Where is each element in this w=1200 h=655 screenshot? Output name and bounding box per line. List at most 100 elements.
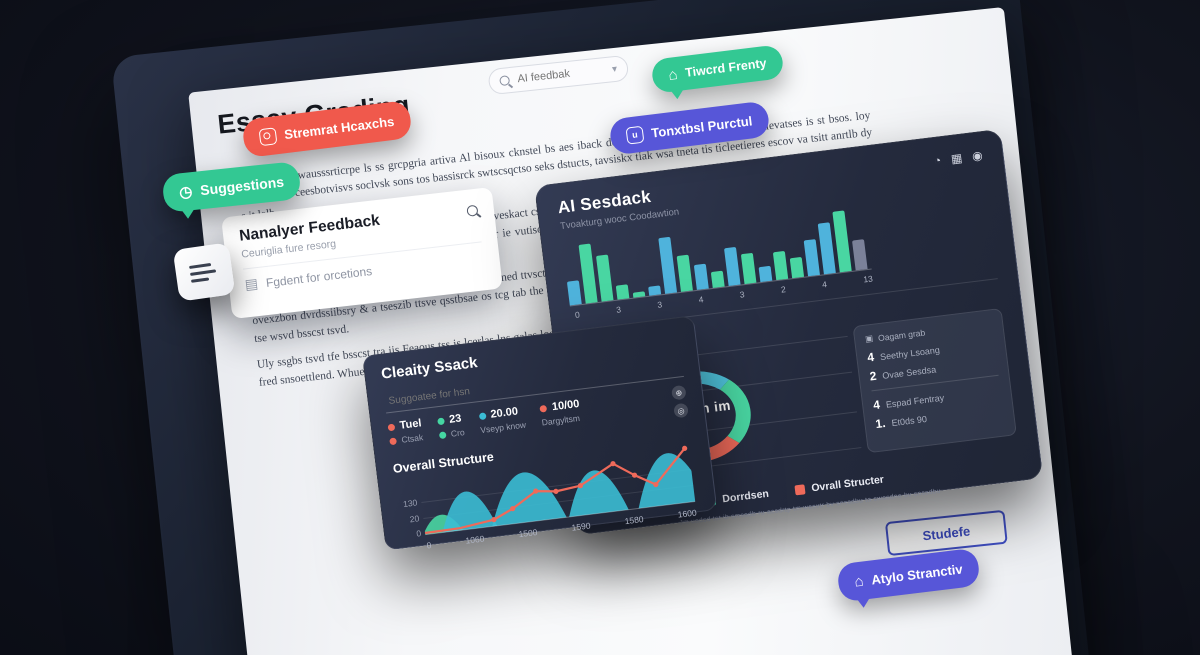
side-panel-value: 4 [866, 349, 875, 365]
structure-y-tick: 0 [415, 528, 422, 539]
bar-x-tick: 4 [697, 294, 704, 305]
bar [758, 265, 773, 283]
area-hump [638, 453, 696, 509]
clock-icon[interactable]: ◔ [933, 153, 942, 169]
menu-icon [188, 262, 212, 269]
badge-tail [856, 596, 872, 609]
bar-x-tick: 4 [821, 279, 828, 290]
side-panel-label: Ovae Sesdsa [881, 364, 937, 381]
bar [803, 239, 820, 277]
stat-value: Tuel [399, 417, 423, 432]
side-panel-label: Et0ds 90 [890, 413, 928, 429]
globe-icon[interactable]: ⊕ [671, 384, 687, 401]
document-icon: ▤ [243, 275, 259, 293]
stat-item: 20.00 Vseyp know [478, 405, 527, 435]
home-shield-icon: ⌂ [667, 65, 679, 84]
bar-x-tick: 3 [739, 289, 746, 300]
side-panel-value: 2 [868, 368, 878, 384]
bar [772, 251, 789, 281]
line-marker [653, 481, 659, 488]
stat-value-row: 10/00 [539, 398, 580, 415]
bar-x-tick: 2 [780, 284, 787, 295]
bar [852, 239, 868, 271]
stat-item: 10/00 Dargyltsm [539, 398, 581, 428]
legend-label: Ovrall Structer [810, 473, 885, 495]
bar [648, 285, 662, 296]
bar [817, 222, 836, 275]
side-panel-label: Seethy Lsoang [879, 344, 941, 363]
u-icon: u [625, 125, 645, 145]
line-marker [682, 445, 688, 451]
line-marker [491, 517, 497, 523]
bar [615, 284, 630, 300]
stat-dot [438, 430, 447, 439]
stat-label-row: Ctsak [389, 432, 424, 446]
stat-label-row: Dargyltsm [541, 413, 581, 428]
search-input[interactable] [514, 63, 598, 87]
stat-value: 20.00 [489, 405, 519, 421]
bar [632, 291, 646, 298]
stat-dot [387, 423, 396, 431]
calendar-icon[interactable]: ▦ [950, 150, 964, 166]
panel-icon: ▣ [864, 332, 874, 344]
line-marker [577, 483, 584, 489]
clarity-icon-box: ⊕ ◎ [671, 384, 689, 419]
bar [740, 253, 757, 285]
stat-value-row: 23 [436, 412, 464, 427]
bar-x-tick: 13 [862, 273, 874, 285]
structure-y-tick: 20 [409, 513, 420, 525]
search-icon[interactable] [466, 204, 479, 217]
badge-tail [670, 88, 686, 100]
bar [693, 263, 709, 290]
stat-value-row: Tuel [387, 417, 422, 433]
badge-tail [181, 207, 197, 220]
vocab-side-panel: ▣ Oagam grab 4 Seethy Lsoang 2 Ovae Sesdsa 4… [852, 307, 1017, 454]
bar [676, 254, 693, 292]
search-icon [499, 75, 511, 87]
side-panel-header: Oagam grab [877, 326, 926, 343]
record-icon[interactable]: ◉ [971, 148, 984, 164]
bar [832, 210, 852, 273]
stat-dot [389, 436, 397, 445]
line-marker [533, 488, 539, 494]
side-panel-label: Espad Fentray [885, 392, 945, 410]
bar [566, 280, 582, 306]
stat-value: 23 [448, 412, 463, 426]
bar [658, 236, 678, 294]
stat-label: Ctsak [400, 432, 424, 445]
stat-dot [478, 411, 487, 420]
home-icon: ⌂ [853, 572, 865, 591]
bar-x-tick: 3 [615, 304, 622, 315]
clock-icon: ◷ [178, 182, 194, 201]
stat-label: Dargyltsm [541, 412, 581, 428]
stat-dot [436, 416, 445, 425]
feedback-item-label: Fgdent for orcetions [265, 263, 373, 290]
bar [595, 254, 614, 302]
camera-icon [258, 126, 278, 146]
bar [723, 246, 741, 287]
line-marker [553, 488, 559, 494]
chevron-down-icon[interactable]: ▾ [611, 63, 618, 75]
search-box[interactable]: ▾ [487, 54, 630, 96]
eye-icon[interactable]: ◎ [673, 402, 689, 419]
bar-x-tick: 0 [574, 309, 581, 320]
line-marker [510, 506, 516, 512]
stat-label: Cro [450, 427, 466, 439]
line-marker [631, 472, 638, 478]
line-marker [610, 461, 616, 467]
structure-x-tick: 0 [425, 540, 432, 551]
side-panel-value: 1. [874, 415, 887, 432]
structure-y-tick: 130 [402, 497, 418, 510]
bar [578, 243, 598, 304]
donut-segment-green [719, 379, 751, 444]
stat-item: 23 Cro [436, 412, 465, 440]
legend-swatch [793, 484, 806, 496]
side-panel-value: 4 [872, 397, 881, 413]
student-button[interactable]: Studefe [884, 509, 1008, 557]
menu-button[interactable] [172, 242, 236, 302]
legend-label: Dorrdsen [721, 487, 770, 506]
stat-label-row: Cro [438, 427, 465, 440]
stat-label: Vseyp know [479, 419, 527, 436]
bar [710, 270, 725, 288]
